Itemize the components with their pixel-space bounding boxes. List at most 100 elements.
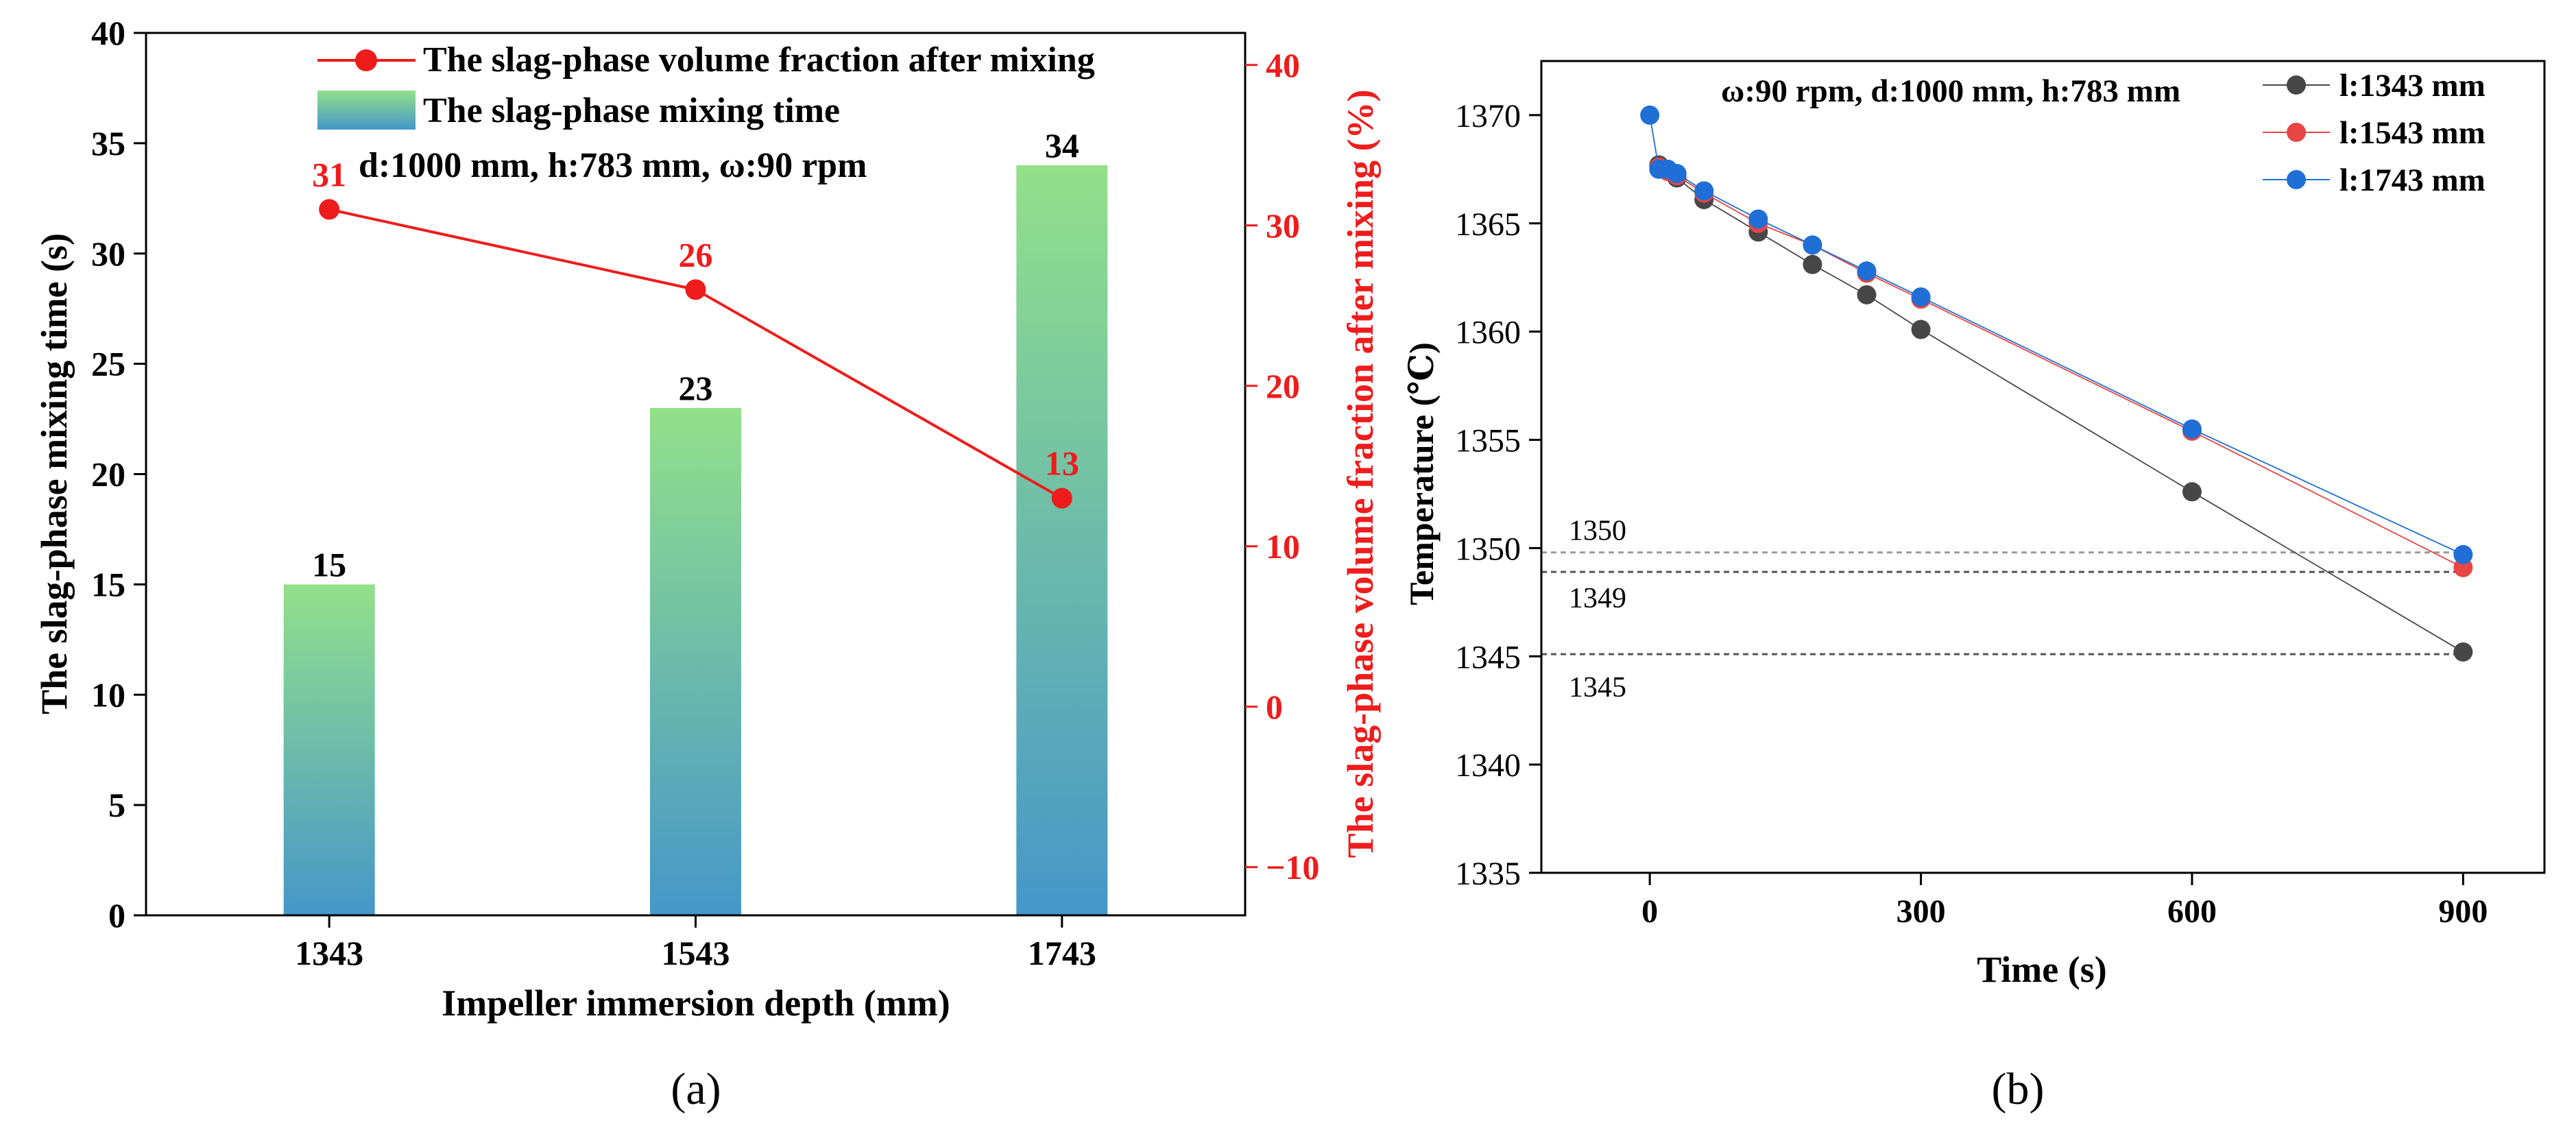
data-point <box>1911 320 1931 339</box>
legend-line-label: The slag-phase volume fraction after mix… <box>423 40 1095 80</box>
data-point <box>1911 287 1931 307</box>
line-point-1743 <box>1051 487 1072 509</box>
y-tick-label: 35 <box>91 124 125 162</box>
y-tick-label: 1370 <box>1455 98 1521 134</box>
y-tick-label: 15 <box>91 565 125 603</box>
y-axis: 1335 1340 1345 1350 1355 1360 1365 1370 <box>1455 98 1541 892</box>
x-tick-label-900: 900 <box>2438 893 2488 930</box>
y-tick-label: 0 <box>108 896 125 935</box>
x-tick-label-0: 0 <box>1641 893 1658 930</box>
legend-label: l:1543 mm <box>2339 115 2485 151</box>
data-point <box>2182 482 2202 502</box>
bar-1743 <box>1016 165 1108 915</box>
y-tick-label: 1335 <box>1455 856 1521 892</box>
data-point <box>1640 105 1660 125</box>
y-tick-label: 10 <box>91 675 125 714</box>
legend: l:1343 mm l:1543 mm l:1743 mm <box>2263 68 2485 198</box>
line-label-1543: 26 <box>679 235 713 274</box>
y2-tick-label: 0 <box>1266 688 1283 726</box>
y2-tick-label: 40 <box>1266 46 1300 84</box>
bar-group <box>283 165 1108 915</box>
bar-1543 <box>650 407 741 915</box>
legend-marker-icon <box>355 49 377 71</box>
bar-value-labels: 15 23 34 <box>312 126 1079 583</box>
y-axis-right: −10 0 10 20 30 40 <box>1245 46 1320 887</box>
x-axis: 0 300 600 900 <box>1641 873 2488 930</box>
chart-annotation: ω:90 rpm, d:1000 mm, h:783 mm <box>1721 73 2180 109</box>
y2-tick-label: 20 <box>1266 367 1300 405</box>
y-tick-label: 1355 <box>1455 423 1521 459</box>
volume-fraction-line-series <box>319 199 1072 509</box>
bar-1343 <box>283 584 375 915</box>
line-point-1343 <box>319 199 340 220</box>
y-tick-label: 1360 <box>1455 315 1521 351</box>
data-point <box>2453 544 2473 564</box>
data-point <box>1694 181 1714 201</box>
x-tick-label-300: 300 <box>1897 893 1946 930</box>
x-tick-label-1343: 1343 <box>295 934 363 972</box>
panel-b-chart: 1350 1349 1345 1335 1340 1345 1350 1355 1360 136… <box>1402 60 2546 1114</box>
legend-bar-swatch <box>317 91 416 130</box>
y-tick-label: 40 <box>91 14 125 52</box>
y-tick-label: 1340 <box>1455 747 1521 784</box>
line-label-1743: 13 <box>1045 444 1079 483</box>
legend-marker-icon <box>2287 75 2306 95</box>
temperature-series-group <box>1640 105 2473 662</box>
y-tick-label: 1345 <box>1455 639 1521 675</box>
line-point-1543 <box>685 279 706 300</box>
reference-lines: 1350 1349 1345 <box>1541 516 2464 703</box>
x-tick-label-1743: 1743 <box>1028 934 1096 972</box>
legend-label: l:1343 mm <box>2339 68 2485 104</box>
plot-frame <box>1540 60 2546 874</box>
chart-annotation: d:1000 mm, h:783 mm, ω:90 rpm <box>359 146 867 185</box>
x-axis: 1343 1543 1743 <box>295 915 1096 972</box>
data-point <box>2182 419 2202 439</box>
reference-label-1349: 1349 <box>1569 583 1626 614</box>
reference-label-1345: 1345 <box>1569 672 1626 703</box>
bar-label-1743: 34 <box>1045 126 1079 165</box>
series-l-1743-mm <box>1640 105 2473 564</box>
panel-a-chart: 15 23 34 31 26 13 0 5 10 15 20 25 30 35 40 −10 0 10 20 3… <box>34 14 1381 1114</box>
data-point <box>1803 235 1822 255</box>
legend: The slag-phase volume fraction after mix… <box>317 40 1095 130</box>
line-label-1343: 31 <box>312 155 346 193</box>
panel-label-a: (a) <box>671 1064 721 1114</box>
y-tick-label: 1365 <box>1455 206 1521 243</box>
data-point <box>1857 261 1877 281</box>
y-axis-title: The slag-phase mixing time (s) <box>34 233 75 714</box>
y2-tick-label: 10 <box>1266 527 1300 566</box>
legend-bar-label: The slag-phase mixing time <box>423 91 840 130</box>
data-point <box>1748 209 1768 229</box>
x-axis-title: Time (s) <box>1977 949 2106 990</box>
series-l-1343-mm <box>1649 155 2473 662</box>
data-point <box>1803 254 1822 274</box>
data-point <box>1667 164 1687 184</box>
legend-marker-icon <box>2287 123 2306 142</box>
data-point <box>2453 642 2473 662</box>
y-tick-label: 25 <box>91 345 125 383</box>
reference-label-1350: 1350 <box>1569 516 1626 547</box>
y-tick-label: 20 <box>91 455 125 494</box>
series-line <box>1658 166 2464 568</box>
y-tick-label: 30 <box>91 234 125 273</box>
y-tick-label: 1350 <box>1455 531 1521 567</box>
y-axis-left: 0 5 10 15 20 25 30 35 40 <box>91 14 146 935</box>
y2-axis-title: The slag-phase volume fraction after mix… <box>1340 90 1381 858</box>
y2-tick-label: −10 <box>1266 848 1320 887</box>
x-tick-label-1543: 1543 <box>662 934 730 972</box>
bar-label-1343: 15 <box>312 545 346 583</box>
line-value-labels: 31 26 13 <box>312 155 1079 482</box>
panel-label-b: (b) <box>1992 1064 2045 1114</box>
y-tick-label: 5 <box>108 786 125 824</box>
bar-label-1543: 23 <box>679 369 713 407</box>
legend-label: l:1743 mm <box>2339 162 2485 198</box>
x-tick-label-600: 600 <box>2167 893 2217 930</box>
data-point <box>1857 285 1877 304</box>
legend-marker-icon <box>2287 170 2306 189</box>
y-axis-title: Temperature (℃) <box>1402 342 1441 605</box>
y2-tick-label: 30 <box>1266 206 1300 245</box>
x-axis-title: Impeller immersion depth (mm) <box>442 983 950 1024</box>
series-l-1543-mm <box>1649 157 2473 577</box>
series-line <box>1658 164 2464 653</box>
